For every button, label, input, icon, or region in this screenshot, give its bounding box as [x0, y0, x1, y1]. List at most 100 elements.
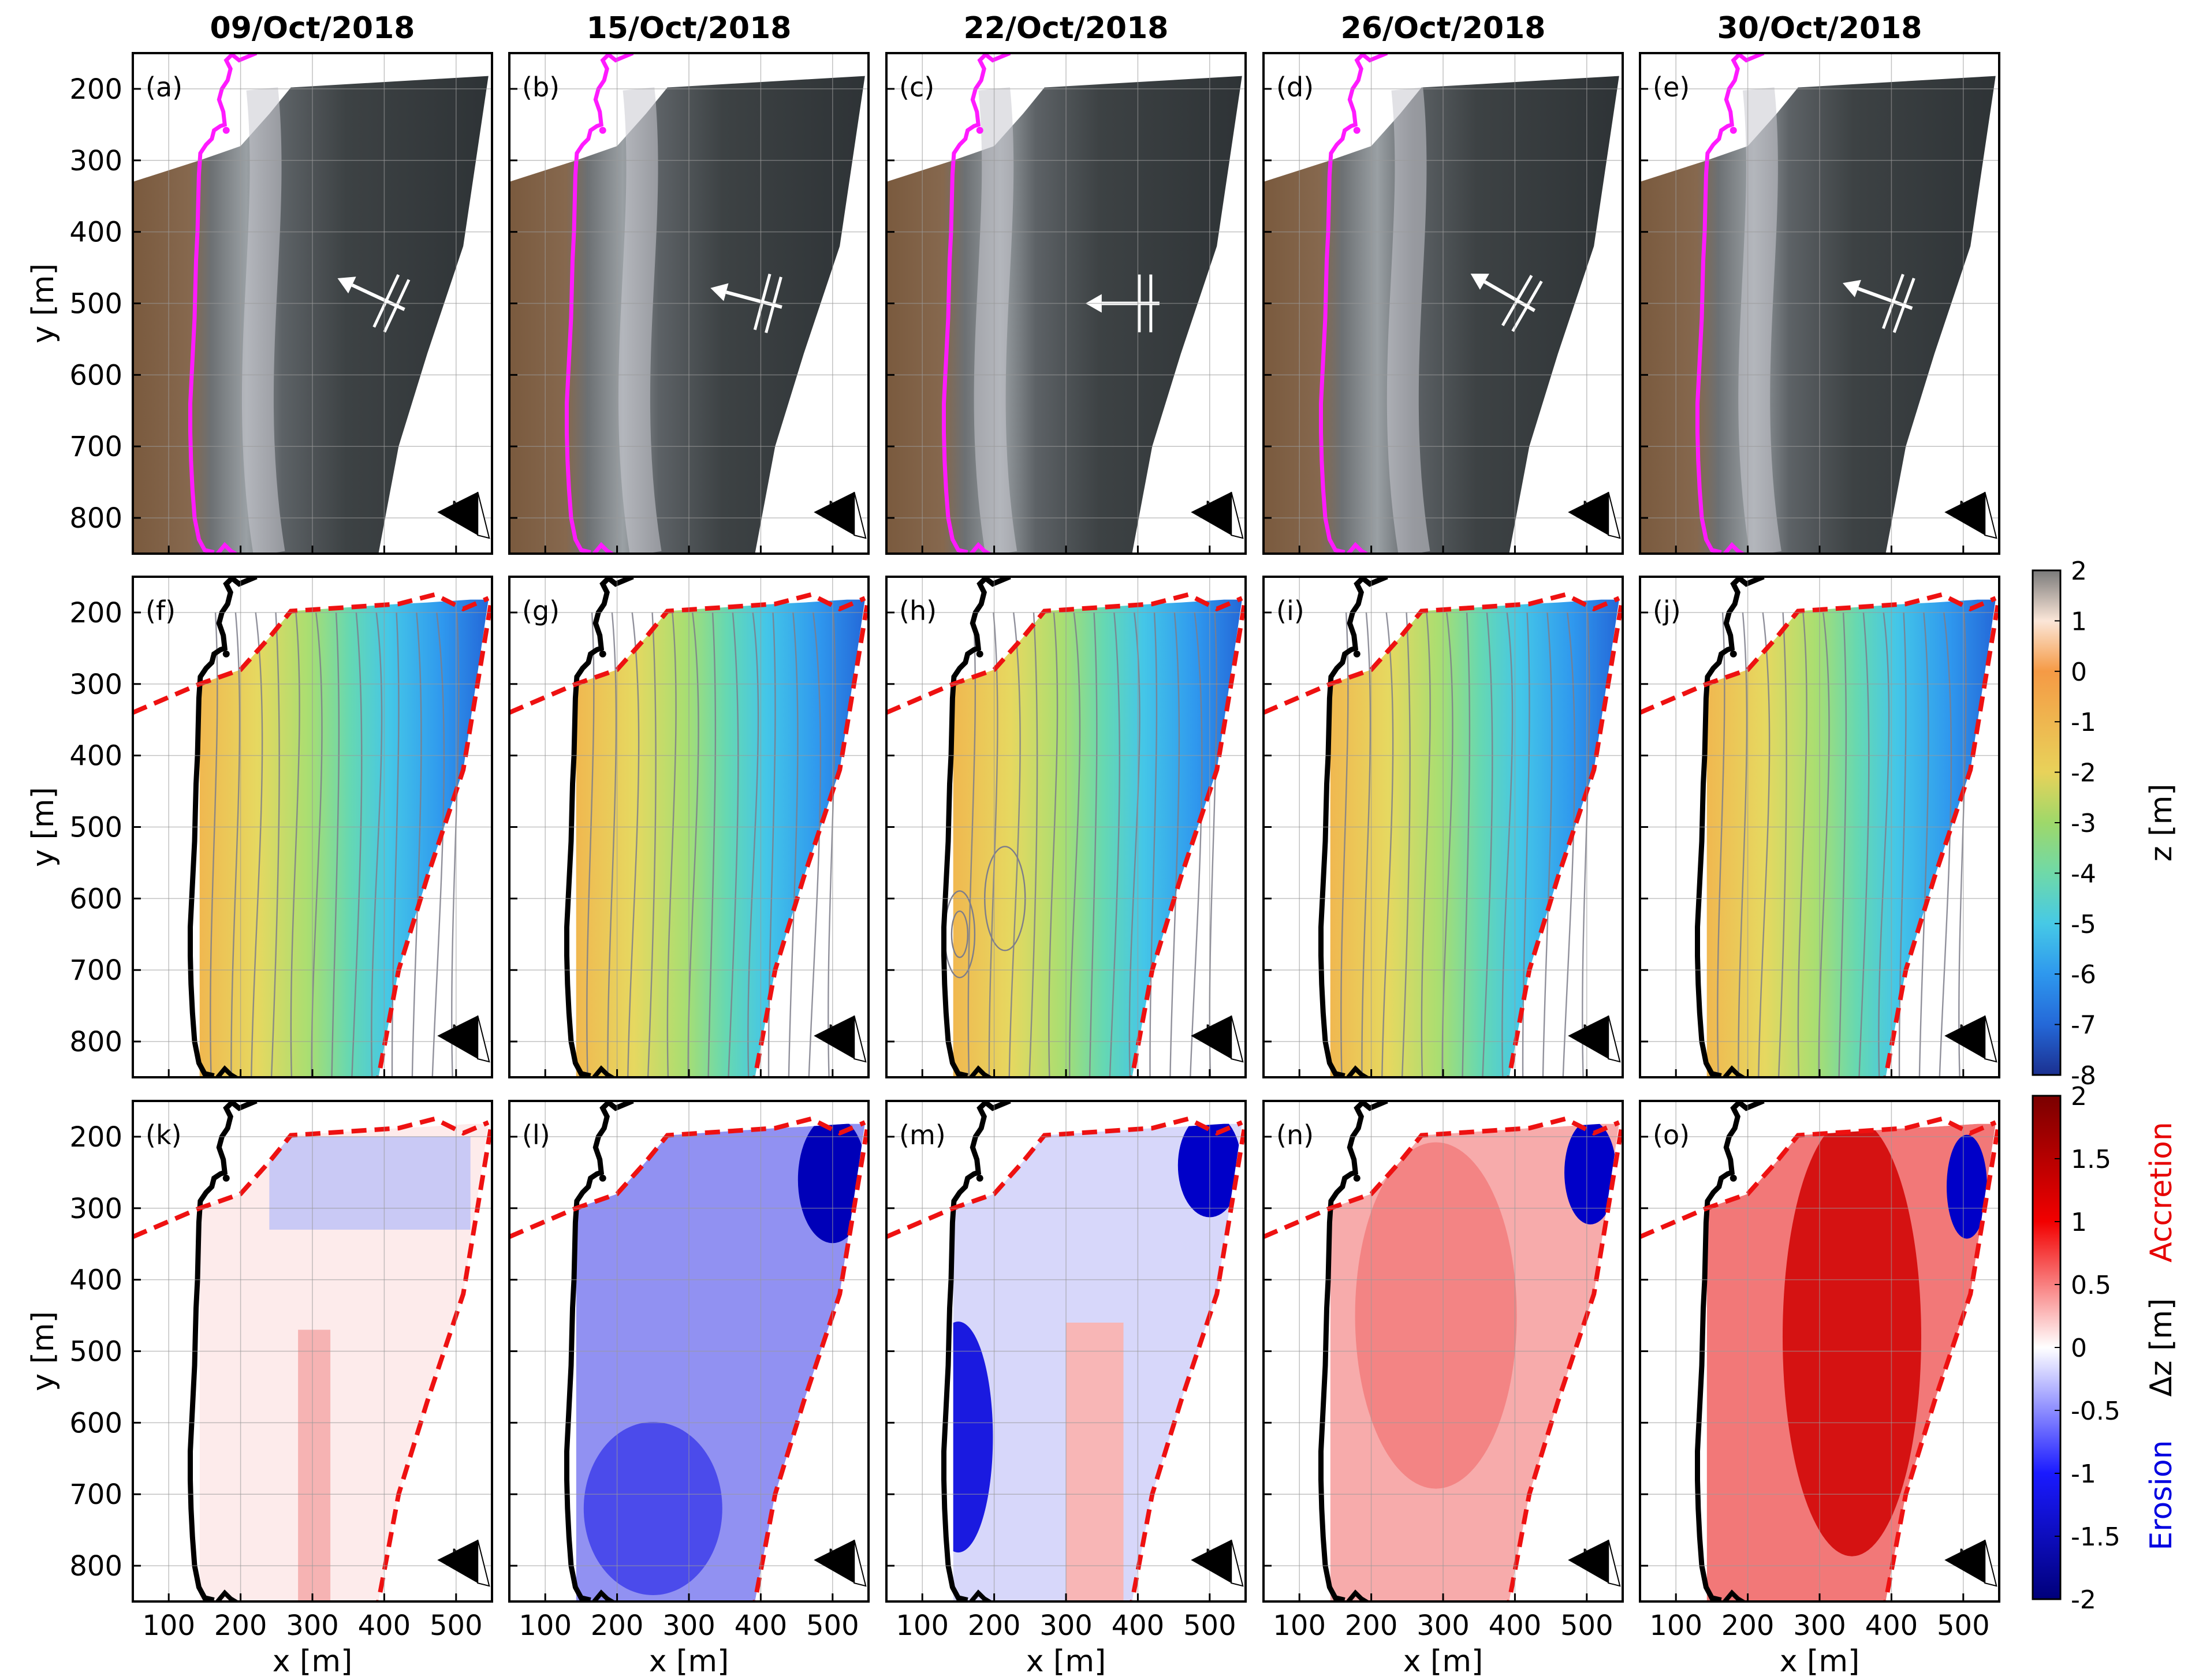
x-tick-label: 500: [1560, 1610, 1613, 1642]
depth-contour: [391, 612, 400, 1077]
north-arrow-outline: [853, 491, 867, 539]
depth-contour: [627, 612, 640, 1077]
camera-image: [1640, 76, 1996, 554]
panel-label: (f): [146, 595, 176, 626]
survey-boundary: [1130, 1129, 1246, 1601]
depth-contour: [767, 612, 776, 1077]
panel-i: N (i): [1262, 576, 1624, 1078]
depth-contour: [1028, 612, 1038, 1077]
y-tick-label: 300: [69, 145, 122, 177]
x-tick-label: 100: [1273, 1610, 1326, 1642]
north-arrow-outline: [477, 1539, 490, 1587]
north-arrow: N: [814, 491, 867, 539]
depth-contour: [1421, 612, 1431, 1077]
depth-contour: [707, 612, 717, 1077]
survey-boundary: [1264, 592, 1620, 715]
depth-contour: [1008, 612, 1021, 1077]
depth-contour: [270, 612, 280, 1077]
bathymetry-field: [953, 599, 1242, 1077]
panel-label: (g): [522, 595, 560, 626]
panel-label: (d): [1276, 72, 1314, 103]
bathymetry-field: [576, 599, 865, 1077]
survey-boundary: [1640, 1116, 1997, 1239]
north-arrow-fill: [1191, 1016, 1232, 1059]
north-arrow-fill: [1568, 1540, 1609, 1584]
depth-contour: [1128, 612, 1141, 1077]
dz-accretion-patch: [298, 1330, 331, 1601]
camera-image: [1264, 76, 1619, 554]
panel-h: N (h): [885, 576, 1247, 1078]
depth-contour: [1738, 612, 1748, 1077]
panel-g: N (g): [508, 576, 870, 1078]
panel-c: N (c): [885, 52, 1247, 555]
north-label: N: [452, 1546, 462, 1562]
x-tick-label: 300: [286, 1610, 339, 1642]
y-tick-label: 700: [69, 1479, 122, 1511]
north-arrow-fill: [1191, 492, 1232, 536]
north-arrow-fill: [1944, 1016, 1985, 1059]
survey-boundary: [886, 1116, 1243, 1239]
dz-erosion-patch: [953, 1321, 993, 1553]
breaker-band: [1738, 87, 1781, 554]
north-arrow: N: [1568, 1015, 1621, 1063]
panel-label: (j): [1653, 595, 1681, 626]
north-label: N: [1959, 1022, 1969, 1038]
survey-boundary: [1640, 592, 1997, 715]
north-arrow: N: [1944, 1539, 1997, 1587]
shoreline-line: [941, 577, 1011, 1077]
dz-colorbar-tick-label: -1.5: [2071, 1522, 2120, 1552]
accretion-label: Accretion: [2144, 1122, 2179, 1263]
panel-a: N (a) 200 300 400 500 600 700 800: [69, 52, 493, 555]
dz-erosion-patch: [1564, 1123, 1617, 1224]
north-label: N: [828, 498, 838, 514]
erosion-label: Erosion: [2144, 1440, 2179, 1550]
column-title: 09/Oct/2018: [210, 11, 415, 46]
depth-contour: [210, 612, 218, 1077]
north-arrow-outline: [1984, 1539, 1997, 1587]
north-arrow-fill: [814, 492, 855, 536]
survey-marker: [976, 1174, 983, 1182]
survey-boundary: [1507, 1129, 1623, 1601]
panel-b: N (b): [508, 52, 870, 555]
north-arrow-outline: [853, 1539, 867, 1587]
north-label: N: [1205, 1546, 1216, 1562]
z-colorbar-tick-label: -2: [2071, 759, 2096, 788]
y-tick-label: 300: [69, 1193, 122, 1225]
depth-contour: [1717, 612, 1725, 1077]
crest-line: [765, 277, 782, 334]
survey-boundary: [133, 592, 490, 715]
north-arrow-outline: [1608, 1015, 1621, 1063]
survey-boundary: [1264, 1116, 1620, 1239]
north-label: N: [1582, 498, 1593, 514]
dz-erosion-patch: [269, 1136, 471, 1230]
crest-line: [1881, 274, 1904, 329]
panel-label: (n): [1276, 1119, 1314, 1151]
column-title: 22/Oct/2018: [964, 11, 1169, 46]
north-arrow: N: [1944, 1015, 1997, 1063]
crest-line: [1501, 274, 1533, 327]
z-colorbar-tick-label: -5: [2071, 910, 2096, 939]
x-tick-label: 200: [1345, 1610, 1398, 1642]
y-tick-label: 400: [69, 1264, 122, 1297]
y-tick-label: 700: [69, 431, 122, 463]
north-label: N: [452, 498, 462, 514]
panel-label: (l): [522, 1119, 550, 1151]
depth-contour: [1898, 612, 1907, 1077]
survey-marker: [1730, 126, 1737, 134]
depth-contour: [1089, 612, 1098, 1077]
x-tick-label: 100: [896, 1610, 949, 1642]
panel-label: (o): [1653, 1119, 1690, 1151]
panel-label: (m): [899, 1119, 946, 1151]
panel-o: N (o) 100 200 300 400 500: [1639, 1100, 2000, 1642]
dz-colorbar-tick-label: 1: [2071, 1208, 2087, 1237]
depth-contour: [951, 910, 969, 958]
x-tick-label: 400: [1489, 1610, 1542, 1642]
breaker-band: [974, 87, 1017, 554]
depth-contour: [1381, 612, 1394, 1077]
camera-image: [509, 76, 865, 554]
crest-line: [753, 273, 771, 330]
y-tick-label: 600: [69, 359, 122, 391]
north-arrow-outline: [477, 1015, 490, 1063]
y-tick-label: 500: [69, 812, 122, 844]
